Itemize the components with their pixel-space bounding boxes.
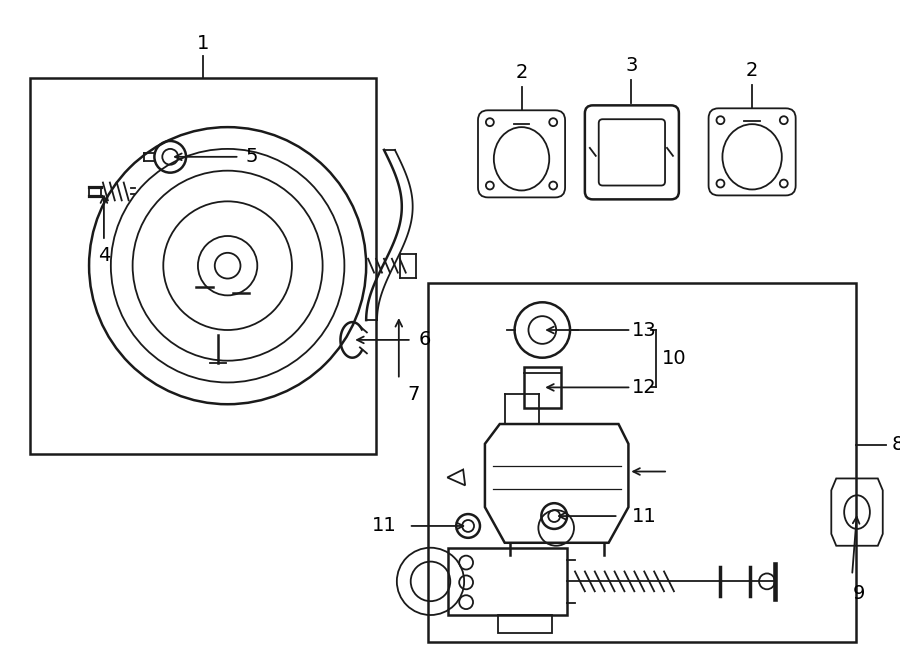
Text: 11: 11: [632, 506, 656, 525]
Text: 10: 10: [662, 349, 687, 368]
Text: 5: 5: [245, 147, 257, 167]
Text: 2: 2: [746, 61, 759, 80]
Text: 6: 6: [418, 330, 431, 350]
Text: 8: 8: [891, 435, 900, 454]
Text: 1: 1: [197, 34, 209, 52]
Text: 2: 2: [516, 63, 527, 82]
Text: 11: 11: [372, 516, 397, 535]
Text: 13: 13: [632, 321, 657, 340]
Text: 12: 12: [632, 378, 657, 397]
Bar: [448, 548, 567, 615]
Text: 7: 7: [408, 385, 420, 404]
Bar: [524, 367, 561, 408]
Text: 4: 4: [98, 247, 110, 265]
Text: 3: 3: [626, 56, 637, 75]
Text: 9: 9: [853, 584, 865, 603]
